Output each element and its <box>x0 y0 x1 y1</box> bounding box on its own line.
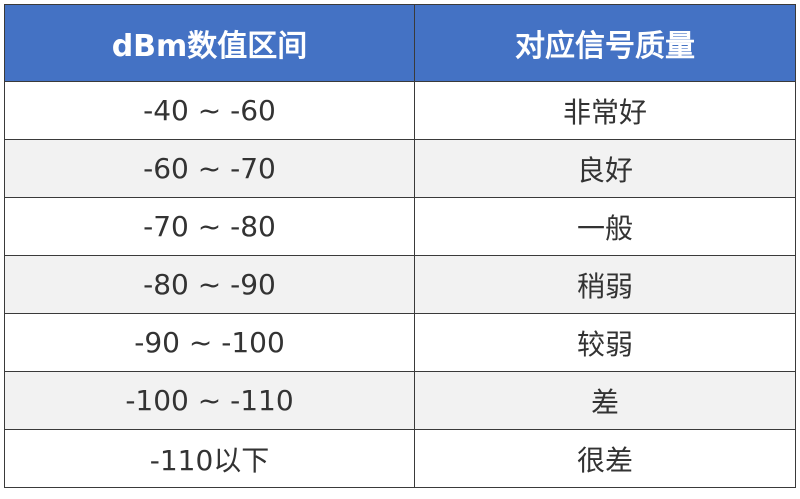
header-cell: dBm数值区间 <box>4 4 415 82</box>
dbm-range-cell: -40 ~ -60 <box>4 81 415 140</box>
quality-cell: 很差 <box>414 429 796 488</box>
table-row: -80 ~ -90 稍弱 <box>4 255 796 314</box>
dbm-range-cell: -60 ~ -70 <box>4 139 415 198</box>
quality-cell: 良好 <box>414 139 796 198</box>
dbm-range-cell: -80 ~ -90 <box>4 255 415 314</box>
signal-table: dBm数值区间 对应信号质量 -40 ~ -60 非常好 -60 ~ -70 良好 -70… <box>4 4 796 488</box>
quality-cell: 差 <box>414 371 796 430</box>
dbm-range-cell: -90 ~ -100 <box>4 313 415 372</box>
table-row: -60 ~ -70 良好 <box>4 139 796 198</box>
table-row: -90 ~ -100 较弱 <box>4 313 796 372</box>
quality-cell: 稍弱 <box>414 255 796 314</box>
table-row: -110以下 很差 <box>4 429 796 488</box>
dbm-range-cell: -100 ~ -110 <box>4 371 415 430</box>
quality-cell: 较弱 <box>414 313 796 372</box>
table-row: -70 ~ -80 一般 <box>4 197 796 256</box>
table-row: -40 ~ -60 非常好 <box>4 81 796 140</box>
dbm-range-cell: -70 ~ -80 <box>4 197 415 256</box>
table-body: -40 ~ -60 非常好 -60 ~ -70 良好 -70 ~ -80 一般 -80 ~ … <box>4 81 796 488</box>
table-row: -100 ~ -110 差 <box>4 371 796 430</box>
quality-cell: 非常好 <box>414 81 796 140</box>
dbm-range-cell: -110以下 <box>4 429 415 488</box>
quality-cell: 一般 <box>414 197 796 256</box>
header-cell: 对应信号质量 <box>414 4 796 82</box>
header-row: dBm数值区间 对应信号质量 <box>4 4 796 82</box>
